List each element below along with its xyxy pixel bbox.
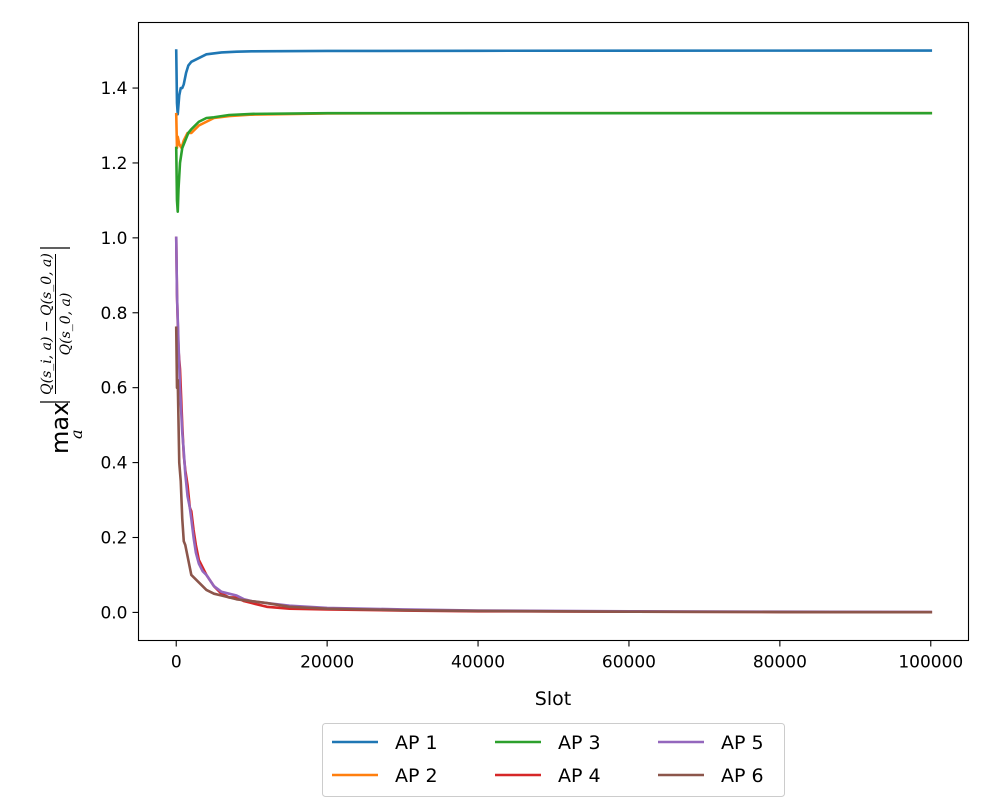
x-tick-label: 100000 (898, 653, 963, 673)
series-line-ap-6 (174, 326, 933, 614)
y-axis-label-denominator: Q(s_0, a) (58, 293, 74, 356)
x-tick-label: 20000 (300, 653, 354, 673)
x-tick-label: 80000 (753, 653, 807, 673)
series-line-ap-3 (174, 111, 933, 213)
y-tick-label: 1.2 (100, 154, 127, 174)
y-tick-label: 1.4 (100, 79, 127, 99)
legend-label-ap-1: AP 1 (395, 732, 438, 754)
y-axis-label: max a Q(s_i, a) − Q(s_0, a) Q(s_0, a) (39, 247, 86, 454)
legend-label-ap-4: AP 4 (558, 765, 601, 787)
legend: AP 1 AP 2 AP 3 AP 4 AP 5 AP 6 (322, 723, 785, 797)
y-axis-label-numerator: Q(s_i, a) − Q(s_0, a) (39, 253, 55, 395)
legend-frame (322, 723, 785, 797)
legend-label-ap-6: AP 6 (721, 765, 764, 787)
legend-label-ap-5: AP 5 (721, 732, 764, 754)
y-axis-label-operator: max (46, 402, 74, 454)
y-axis: 0.0 0.2 0.4 0.6 0.8 1.0 1.2 1.4 (100, 79, 139, 623)
legend-label-ap-3: AP 3 (558, 732, 601, 754)
x-tick-label: 0 (171, 653, 182, 673)
legend-entries: AP 1 AP 2 AP 3 AP 4 AP 5 AP 6 (332, 732, 764, 787)
series-layer (174, 49, 933, 614)
y-tick-label: 1.0 (100, 229, 127, 249)
y-axis-label-subscript: a (67, 429, 86, 439)
plot-frame (137, 21, 970, 642)
y-tick-label: 0.4 (100, 454, 127, 474)
series-line-ap-1 (174, 49, 933, 116)
y-tick-label: 0.8 (100, 304, 127, 324)
x-axis: 0 20000 40000 60000 80000 100000 (171, 640, 963, 673)
y-tick-label: 0.6 (100, 379, 127, 399)
x-tick-label: 60000 (602, 653, 656, 673)
y-tick-label: 0.2 (100, 529, 127, 549)
x-tick-label: 40000 (451, 653, 505, 673)
legend-label-ap-2: AP 2 (395, 765, 438, 787)
y-tick-label: 0.0 (100, 603, 127, 623)
x-axis-label: Slot (535, 688, 571, 710)
